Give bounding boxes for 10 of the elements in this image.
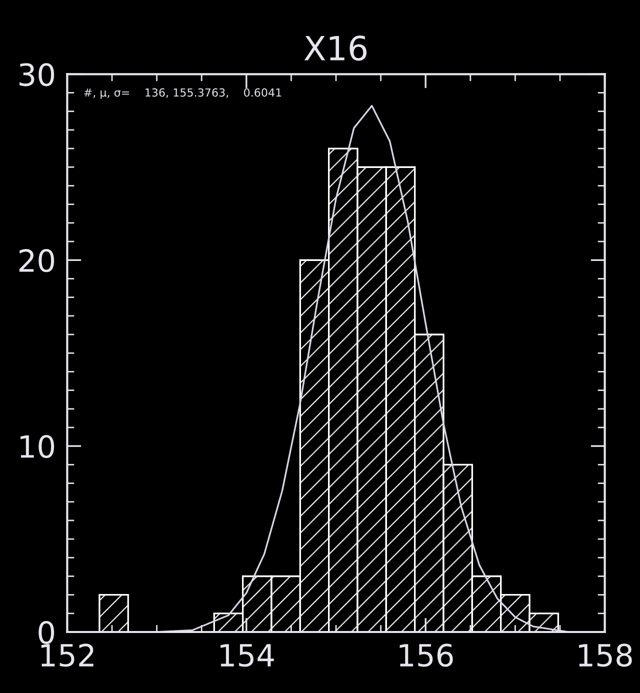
y-tick-label: 20: [19, 249, 54, 272]
x-tick-label: 152: [41, 644, 94, 667]
x-tick-label: 154: [220, 644, 274, 667]
chart-title: X16: [304, 36, 367, 61]
y-tick-label: 10: [20, 434, 54, 458]
x-tick-label: 158: [578, 644, 632, 667]
y-tick-label: 0: [38, 620, 54, 644]
annotation: #, μ, σ= 136, 155.3763, 0.6041: [84, 88, 282, 99]
y-tick-label: 30: [20, 63, 54, 86]
x-tick-label: 156: [400, 644, 453, 667]
